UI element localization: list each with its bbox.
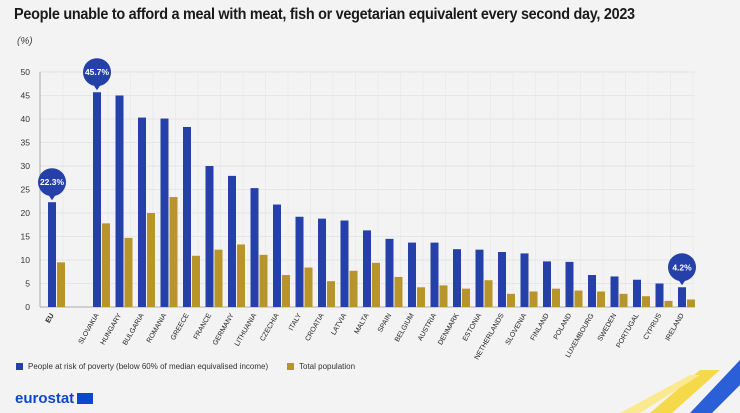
y-tick-label: 25 <box>21 185 31 195</box>
bar-poverty-malta <box>363 230 371 307</box>
bar-poverty-slovenia <box>520 253 529 307</box>
bar-total-romania <box>169 197 178 307</box>
bar-poverty-spain <box>385 238 394 307</box>
legend-item-total: Total population <box>287 362 355 371</box>
legend-swatch <box>287 363 294 370</box>
bar-total-croatia <box>327 281 335 307</box>
legend-swatch <box>16 363 23 370</box>
bar-total-bulgaria <box>147 213 155 307</box>
bar-poverty-greece <box>183 126 191 308</box>
bar-total-malta <box>372 262 380 307</box>
annotation-pointer <box>48 194 56 201</box>
bar-poverty-lithuania <box>250 188 259 307</box>
bar-total-luxembourg <box>597 291 605 307</box>
x-tick-label: EU <box>45 313 56 325</box>
bar-poverty-luxembourg <box>588 275 596 307</box>
legend-label: People at risk of poverty (below 60% of … <box>28 362 269 371</box>
annotation-pointer <box>93 84 101 91</box>
bar-total-denmark <box>462 288 470 307</box>
legend-item-poverty: People at risk of poverty (below 60% of … <box>16 362 268 371</box>
bar-poverty-hungary <box>115 95 124 307</box>
bar-poverty-czechia <box>273 204 281 307</box>
bar-total-france <box>214 249 223 307</box>
y-tick-label: 0 <box>25 302 30 312</box>
bar-total-portugal <box>642 296 650 307</box>
bar-poverty-portugal <box>633 279 641 307</box>
annotation-bubble <box>83 58 111 87</box>
bar-total-czechia <box>282 275 290 307</box>
bar-total-italy <box>304 267 313 307</box>
bar-total-finland <box>552 288 560 307</box>
bar-poverty-slovakia <box>93 92 101 308</box>
y-tick-label: 5 <box>25 279 30 289</box>
y-tick-label: 35 <box>21 138 31 148</box>
y-axis-unit: (%) <box>17 36 33 47</box>
annotation-pointer <box>678 279 686 286</box>
bar-poverty-eu <box>48 202 56 307</box>
bar-total-belgium <box>417 287 425 307</box>
bar-poverty-denmark <box>453 249 461 307</box>
bar-poverty-germany <box>228 175 236 307</box>
y-tick-label: 15 <box>21 232 31 242</box>
bar-total-latvia <box>349 270 358 307</box>
bar-total-slovenia <box>529 291 538 307</box>
y-tick-label: 30 <box>21 161 31 171</box>
bar-poverty-france <box>205 166 214 307</box>
bar-poverty-estonia <box>475 249 484 307</box>
annotation-label: 4.2% <box>672 262 692 272</box>
bar-total-lithuania <box>259 254 268 307</box>
bar-total-austria <box>439 285 448 307</box>
bar-poverty-austria <box>430 242 439 307</box>
bar-poverty-croatia <box>318 218 326 307</box>
bar-total-netherlands <box>507 293 515 307</box>
bar-poverty-poland <box>565 261 574 307</box>
bar-total-cyprus <box>664 300 673 307</box>
bar-poverty-romania <box>160 118 169 307</box>
bar-total-sweden <box>619 293 628 307</box>
bar-poverty-italy <box>295 216 304 307</box>
logo-text: eurostat <box>15 390 75 407</box>
bar-total-estonia <box>484 280 493 307</box>
bar-poverty-netherlands <box>498 252 506 307</box>
eurostat-logo: eurostat <box>15 390 94 407</box>
y-tick-label: 45 <box>21 91 31 101</box>
y-tick-label: 50 <box>21 67 31 77</box>
bar-poverty-finland <box>543 261 551 307</box>
bar-total-greece <box>192 255 200 307</box>
bar-total-spain <box>394 276 403 307</box>
bar-total-hungary <box>124 237 133 307</box>
bar-poverty-latvia <box>340 220 349 307</box>
bar-total-eu <box>57 262 65 307</box>
annotation-label: 22.3% <box>40 177 65 187</box>
y-tick-label: 20 <box>21 208 31 218</box>
bar-total-ireland <box>687 299 695 307</box>
y-tick-label: 10 <box>21 255 31 265</box>
annotation-bubble <box>668 253 696 282</box>
annotation-label: 45.7% <box>85 67 110 77</box>
bar-total-germany <box>237 244 245 307</box>
y-tick-label: 40 <box>21 114 31 124</box>
chart-title: People unable to afford a meal with meat… <box>14 6 635 23</box>
bar-poverty-cyprus <box>655 283 664 307</box>
bar-poverty-ireland <box>678 287 686 307</box>
eu-flag-icon <box>77 393 94 404</box>
annotation-bubble <box>38 168 66 197</box>
bar-poverty-sweden <box>610 276 619 307</box>
bar-total-poland <box>574 290 583 307</box>
legend-label: Total population <box>299 362 356 371</box>
bar-poverty-bulgaria <box>138 117 146 307</box>
bar-poverty-belgium <box>408 242 416 307</box>
bar-total-slovakia <box>102 223 110 307</box>
